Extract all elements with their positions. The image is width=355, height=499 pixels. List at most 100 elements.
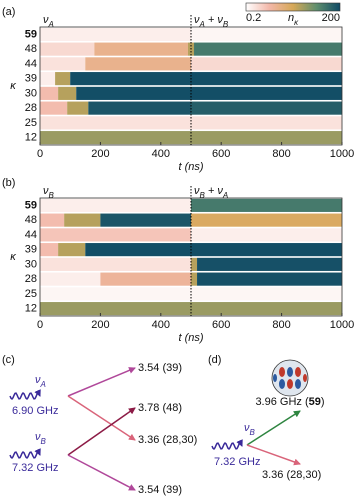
- label-part: n: [288, 12, 294, 24]
- output-frequency: 3.54 (39): [138, 484, 182, 496]
- heatmap-cell: [55, 72, 71, 86]
- regime-label: νA + νB: [194, 14, 229, 29]
- label-part: + ν: [205, 14, 224, 26]
- label-sub: B: [41, 437, 47, 446]
- source-frequency: 7.32 GHz: [12, 462, 58, 474]
- x-tick-label: 800: [272, 319, 290, 331]
- row-label: 59: [25, 28, 37, 40]
- output-frequency: 3.78 (48): [138, 402, 182, 414]
- label-sub: κ: [294, 18, 299, 27]
- heatmap-cell: [85, 57, 191, 71]
- text-part: ): [321, 396, 325, 408]
- x-axis-label: t (ns): [178, 161, 203, 173]
- output-frequency: 3.54 (39): [138, 362, 182, 374]
- label-part: ν: [35, 431, 41, 443]
- row-label: 28: [25, 102, 37, 114]
- conversion-arrow: [67, 454, 136, 491]
- photon-wave: [9, 389, 41, 401]
- colorbar-tick-label: 200: [322, 12, 340, 24]
- text-part: 3.36 (28,30): [138, 434, 197, 446]
- text-part: 3.78 (48): [138, 402, 182, 414]
- y-axis-label: κ: [10, 251, 16, 263]
- regime-label: νA: [43, 14, 54, 29]
- heatmap-cell: [191, 198, 342, 212]
- heatmap-cell: [40, 116, 342, 130]
- panel-label: (b): [2, 177, 15, 189]
- row-label: 39: [25, 73, 37, 85]
- label-sub: A: [199, 20, 205, 29]
- output-frequency: 3.36 (28,30): [262, 469, 321, 481]
- row-label: 59: [25, 199, 37, 211]
- label-part: ν: [194, 185, 200, 197]
- heatmap-cell: [64, 213, 101, 227]
- heatmap-cell: [194, 42, 342, 56]
- x-tick-label: 400: [152, 319, 170, 331]
- label-sub: B: [200, 191, 206, 200]
- conversion-arrow: [67, 407, 136, 456]
- label-part: ν: [43, 14, 49, 26]
- heatmap-cell: [40, 213, 65, 227]
- colorbar: [245, 2, 341, 12]
- conversion-arrow: [67, 367, 136, 397]
- heatmap-cell: [40, 86, 59, 100]
- photon-wave: [9, 448, 41, 460]
- source-frequency: 7.32 GHz: [214, 456, 260, 468]
- label-sub: B: [250, 428, 256, 437]
- source-label: νB: [244, 422, 256, 437]
- heatmap-cell: [40, 228, 191, 242]
- conversion-arrow: [246, 410, 301, 446]
- x-tick-label: 0: [37, 319, 43, 331]
- row-label: 30: [25, 258, 37, 270]
- heatmap-cell: [58, 243, 86, 257]
- heatmap-cell: [85, 243, 343, 257]
- label-part: ν: [43, 185, 49, 197]
- conversion-arrow: [246, 444, 301, 466]
- heatmap-cell: [70, 72, 342, 86]
- row-label: 28: [25, 273, 37, 285]
- x-tick-label: 1000: [330, 319, 354, 331]
- row-label: 48: [25, 43, 37, 55]
- photon-wave: [211, 439, 243, 451]
- row-label: 25: [25, 117, 37, 129]
- heatmap-cell: [40, 302, 342, 316]
- text-part: 3.54 (39): [138, 484, 182, 496]
- row-label: 48: [25, 214, 37, 226]
- row-label: 44: [25, 58, 37, 70]
- heatmap-cell: [40, 57, 86, 71]
- x-tick-label: 800: [272, 148, 290, 160]
- heatmap-cell: [40, 257, 191, 271]
- x-tick-label: 200: [91, 319, 109, 331]
- heatmap-cell: [40, 101, 68, 115]
- heatmap-cell: [191, 257, 198, 271]
- heatmap-cell: [76, 86, 343, 100]
- heatmap-cell: [40, 131, 342, 145]
- label-sub: B: [223, 20, 229, 29]
- row-label: 44: [25, 229, 37, 241]
- heatmap-cell: [40, 72, 56, 86]
- source-frequency: 6.90 GHz: [12, 405, 58, 417]
- heatmap-cell: [40, 243, 59, 257]
- row-label: 25: [25, 288, 37, 300]
- heatmap-cell: [100, 272, 191, 286]
- y-axis-label: κ: [10, 80, 16, 92]
- heatmap-cell: [191, 228, 342, 242]
- label-sub: A: [40, 380, 46, 389]
- row-label: 30: [25, 87, 37, 99]
- heatmap-cell: [88, 101, 191, 115]
- x-tick-label: 200: [91, 148, 109, 160]
- label-sub: A: [222, 191, 228, 200]
- heatmap-cell: [191, 272, 198, 286]
- row-label: 12: [25, 132, 37, 144]
- heatmap-cell: [191, 57, 342, 71]
- heatmap-cell: [197, 272, 342, 286]
- source-label: νA: [35, 374, 46, 389]
- x-tick-label: 600: [212, 319, 230, 331]
- colorbar-label: nκ: [288, 12, 299, 27]
- panel-label: (d): [208, 354, 221, 366]
- mode-image: [271, 359, 309, 397]
- heatmap-cell: [58, 86, 77, 100]
- heatmap-cell: [191, 213, 342, 227]
- label-part: ν: [244, 422, 250, 434]
- label-part: + ν: [205, 185, 224, 197]
- heatmap-cell: [67, 101, 89, 115]
